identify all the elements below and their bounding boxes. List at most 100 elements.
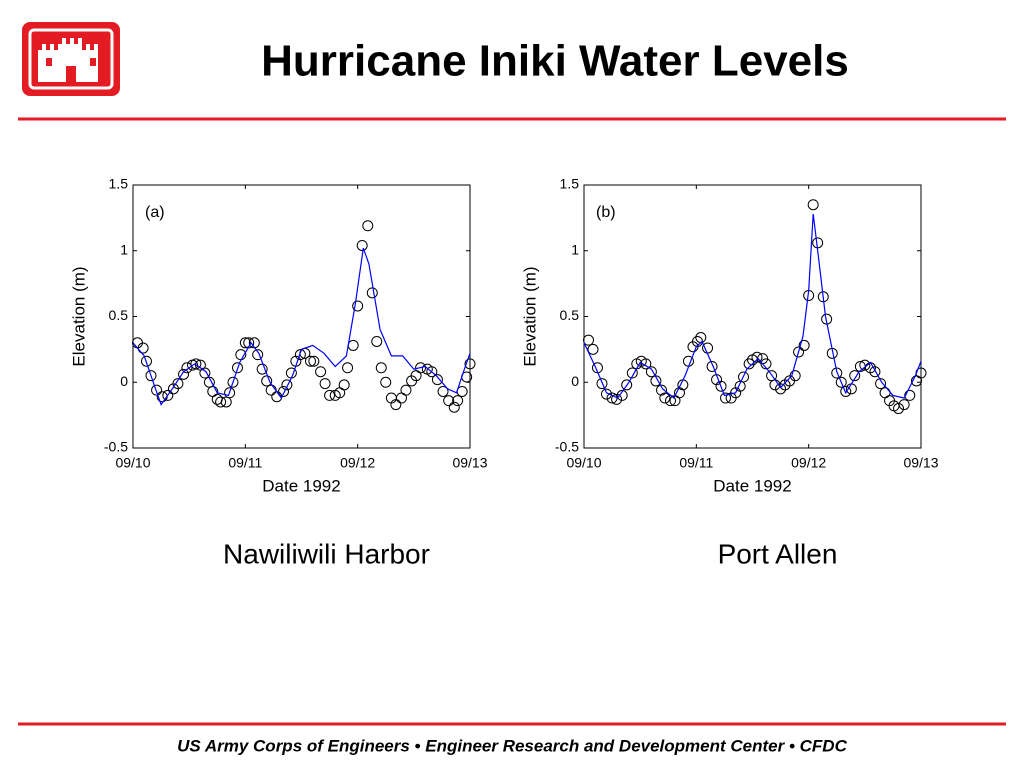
x-tick-label: 09/11 <box>228 455 262 471</box>
data-point <box>431 374 443 386</box>
data-point <box>898 399 910 411</box>
y-tick-label: 1.5 <box>109 176 129 192</box>
data-point <box>400 384 412 396</box>
data-point <box>319 378 331 390</box>
data-point <box>437 385 449 397</box>
data-point <box>371 335 383 347</box>
x-axis-label: Date 1992 <box>262 476 340 495</box>
data-point <box>743 358 755 370</box>
data-point <box>789 370 801 382</box>
data-point <box>715 380 727 392</box>
data-point <box>596 378 608 390</box>
footer: US Army Corps of Engineers • Engineer Re… <box>177 736 847 755</box>
annotation: (b) <box>596 204 616 221</box>
plot-area <box>132 184 471 449</box>
data-point <box>582 334 594 346</box>
data-point <box>252 349 264 361</box>
y-tick-label: 0.5 <box>109 307 129 323</box>
data-point <box>261 375 273 387</box>
data-point <box>227 376 239 388</box>
data-point <box>215 396 227 408</box>
data-point <box>452 395 464 407</box>
y-tick-label: -0.5 <box>104 439 128 455</box>
x-tick-label: 09/13 <box>903 455 938 471</box>
data-point <box>751 351 763 363</box>
data-point <box>304 355 316 367</box>
model-line <box>583 213 922 399</box>
data-point <box>720 392 732 404</box>
data-point <box>706 360 718 372</box>
data-point <box>231 362 243 374</box>
data-point <box>904 389 916 401</box>
caption: Port Allen <box>718 538 838 569</box>
data-point <box>611 393 623 405</box>
y-tick-label: 0 <box>571 373 579 389</box>
y-tick-label: 1 <box>571 241 579 257</box>
data-point <box>621 379 633 391</box>
data-point <box>294 349 306 361</box>
model-line <box>132 247 471 406</box>
x-axis-label: Date 1992 <box>713 476 791 495</box>
data-point <box>859 359 871 371</box>
data-point <box>738 371 750 383</box>
y-tick-label: 1.5 <box>560 176 580 192</box>
data-point <box>342 362 354 374</box>
data-point <box>869 366 881 378</box>
data-point <box>840 385 852 397</box>
annotation: (a) <box>145 204 165 221</box>
x-tick-label: 09/12 <box>791 455 826 471</box>
data-point <box>190 358 202 370</box>
data-point <box>807 199 819 211</box>
data-point <box>362 220 374 232</box>
data-point <box>281 379 293 391</box>
data-point <box>375 362 387 374</box>
y-tick-label: 0 <box>120 373 128 389</box>
data-point <box>849 370 861 382</box>
y-tick-label: -0.5 <box>555 439 579 455</box>
data-point <box>415 362 427 374</box>
data-point <box>645 366 657 378</box>
data-point <box>464 358 476 370</box>
data-point <box>600 388 612 400</box>
data-point <box>178 368 190 380</box>
data-point <box>626 367 638 379</box>
data-point <box>172 378 184 390</box>
data-point <box>338 379 350 391</box>
data-point <box>199 367 211 379</box>
data-point <box>315 366 327 378</box>
x-tick-label: 09/12 <box>340 455 375 471</box>
data-point <box>308 355 320 367</box>
data-point <box>760 358 772 370</box>
data-point <box>140 355 152 367</box>
data-point <box>352 300 364 312</box>
data-point <box>256 363 268 375</box>
logo <box>22 22 120 96</box>
data-point <box>162 389 174 401</box>
data-point <box>366 287 378 299</box>
data-point <box>324 389 336 401</box>
data-point <box>659 392 671 404</box>
data-point <box>616 389 628 401</box>
x-tick-label: 09/10 <box>115 455 150 471</box>
plot-area <box>583 184 922 449</box>
y-axis-label: Elevation (m) <box>69 266 88 366</box>
x-tick-label: 09/10 <box>566 455 601 471</box>
data-point <box>893 403 905 415</box>
data-point <box>278 385 290 397</box>
y-tick-label: 0.5 <box>560 307 580 323</box>
y-tick-label: 1 <box>120 241 128 257</box>
data-point <box>448 401 460 413</box>
data-point <box>181 362 193 374</box>
data-point <box>426 366 438 378</box>
data-point <box>145 370 157 382</box>
chart: 1.5 1 0.5 0 -0.509/10 09/11 09/12 09/13 Date 199… <box>69 176 487 570</box>
y-axis-label: Elevation (m) <box>520 266 539 366</box>
chart: 1.5 1 0.5 0 -0.509/10 09/11 09/12 09/13 Date 199… <box>520 176 938 570</box>
data-point <box>356 239 368 251</box>
data-point <box>587 343 599 355</box>
data-point <box>151 384 163 396</box>
data-point <box>793 346 805 358</box>
slide-title: Hurricane Iniki Water Levels <box>261 37 849 86</box>
data-point <box>640 358 652 370</box>
